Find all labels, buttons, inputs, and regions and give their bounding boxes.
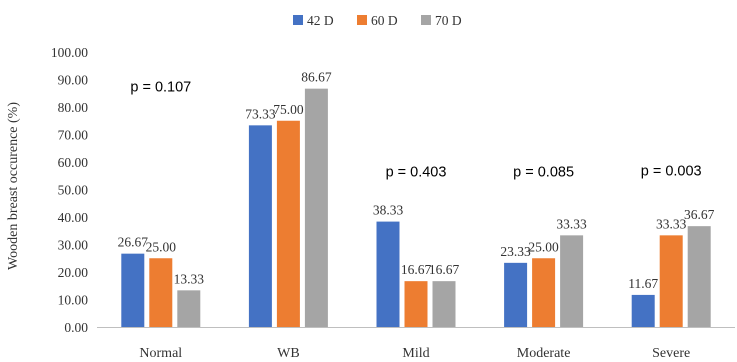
bar-wb-60d: [276, 120, 300, 327]
bar-mild-42d: [376, 221, 400, 327]
x-tick-label: Moderate: [517, 346, 571, 361]
bar-moderate-60d: [532, 258, 556, 327]
legend-swatch: [421, 15, 431, 25]
bar-wb-42d: [248, 125, 272, 327]
bar-value-label: 25.00: [528, 239, 559, 254]
bar-moderate-42d: [504, 262, 528, 327]
bar-value-label: 38.33: [373, 203, 404, 218]
bar-normal-42d: [121, 253, 145, 327]
y-tick-label: 10.00: [58, 293, 89, 308]
y-tick-label: 80.00: [58, 100, 89, 115]
bar-value-label: 86.67: [301, 70, 332, 85]
y-tick-label: 60.00: [58, 155, 89, 170]
p-value-annotations: p = 0.107 p = 0.403 p = 0.085 p = 0.003: [130, 79, 701, 180]
p-value-annotation: p = 0.107: [130, 79, 191, 95]
bar-value-label: 33.33: [556, 216, 587, 231]
y-tick-label: 30.00: [58, 238, 89, 253]
legend: 42 D 60 D 70 D: [293, 13, 462, 28]
y-axis-ticks: 0.00 10.00 20.00 30.00 40.00 50.00 60.00 70.00 8…: [51, 45, 88, 335]
y-tick-label: 100.00: [51, 45, 88, 60]
bar-value-label: 23.33: [500, 244, 531, 259]
bar-value-label: 26.67: [118, 235, 149, 250]
bar-mild-70d: [432, 281, 456, 327]
bar-value-label: 16.67: [401, 262, 432, 277]
legend-label: 70 D: [435, 13, 462, 28]
y-axis-label: Wooden breast occurence (%): [6, 102, 21, 270]
p-value-annotation: p = 0.403: [386, 165, 447, 181]
y-tick-label: 20.00: [58, 265, 89, 280]
bar-value-label: 33.33: [656, 216, 687, 231]
legend-label: 42 D: [307, 13, 334, 28]
legend-label: 60 D: [371, 13, 398, 28]
bar-normal-70d: [177, 290, 201, 327]
bar-value-label: 25.00: [146, 239, 177, 254]
bar-normal-60d: [149, 258, 173, 327]
bar-mild-60d: [404, 281, 428, 327]
bar-value-label: 13.33: [174, 271, 205, 286]
x-axis-ticks: Normal WB Mild Moderate Severe: [139, 346, 690, 361]
bar-wb-70d: [304, 88, 328, 327]
bar-value-label: 75.00: [273, 102, 304, 117]
legend-swatch: [357, 15, 367, 25]
legend-swatch: [293, 15, 303, 25]
x-tick-label: WB: [277, 346, 300, 361]
x-tick-label: Normal: [139, 346, 182, 361]
y-tick-label: 90.00: [58, 73, 89, 88]
p-value-annotation: p = 0.003: [641, 163, 702, 179]
bar-value-label: 36.67: [684, 207, 715, 222]
x-tick-label: Severe: [652, 346, 690, 361]
bar-value-labels: 26.67 73.33 38.33 23.33 11.67 25.00 75.00 16.67…: [118, 70, 715, 291]
bar-severe-42d: [631, 294, 655, 327]
bar-value-label: 16.67: [429, 262, 460, 277]
bar-value-label: 73.33: [245, 106, 276, 121]
x-tick-label: Mild: [402, 346, 429, 361]
p-value-annotation: p = 0.085: [513, 165, 574, 181]
bars: [121, 88, 711, 327]
y-tick-label: 0.00: [64, 320, 88, 335]
bar-severe-70d: [687, 226, 711, 327]
y-tick-label: 40.00: [58, 210, 89, 225]
bar-moderate-70d: [560, 235, 584, 327]
y-tick-label: 50.00: [58, 183, 89, 198]
bar-value-label: 11.67: [628, 276, 658, 291]
bar-severe-60d: [659, 235, 683, 327]
y-tick-label: 70.00: [58, 128, 89, 143]
